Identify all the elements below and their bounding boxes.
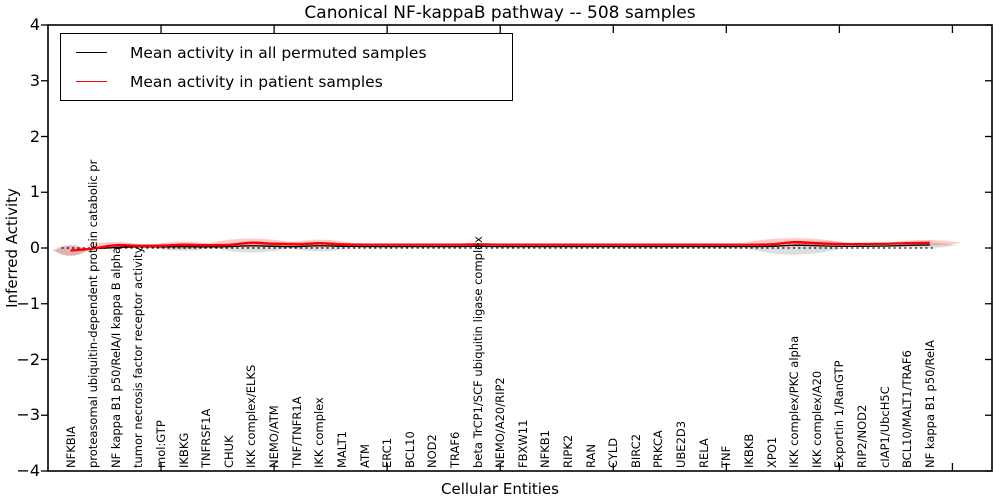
legend-item-patient: Mean activity in patient samples: [61, 67, 512, 96]
x-tick-label: TNF/TNFR1A: [289, 396, 304, 468]
legend-item-permuted: Mean activity in all permuted samples: [61, 38, 512, 67]
x-tick-label: NFKB1: [538, 430, 553, 468]
x-tick-label: CHUK: [221, 435, 236, 468]
patient-mean-line: [70, 240, 930, 252]
x-tick-label: MALT1: [334, 431, 349, 468]
y-tick-label: 0: [29, 238, 40, 257]
x-tick-label: NF kappa B1 p50/RelA/I kappa B alpha: [108, 246, 123, 468]
x-tick-label: BIRC2: [628, 433, 643, 468]
legend-label-patient: Mean activity in patient samples: [130, 72, 383, 91]
y-tick-label: 4: [29, 15, 40, 34]
x-tick-label: ATM: [357, 444, 372, 468]
x-tick-label: ERC1: [380, 437, 395, 468]
y-tick-label: −2: [16, 349, 40, 369]
x-tick-label: tumor necrosis factor receptor activity: [131, 246, 146, 468]
legend-label-permuted: Mean activity in all permuted samples: [130, 43, 427, 62]
x-tick-label: TNF: [719, 445, 734, 468]
x-tick-label: IKBKG: [176, 432, 191, 468]
x-tick-label: IKBKB: [741, 433, 756, 468]
x-tick-label: IKK complex/PKC alpha: [787, 335, 802, 468]
permuted-mean-line: [70, 244, 930, 251]
x-tick-label: NEMO/A20/RIP2: [493, 377, 508, 468]
x-axis-label: Cellular Entities: [441, 480, 559, 498]
legend: Mean activity in all permuted samples Me…: [60, 33, 513, 101]
y-tick-label: 2: [29, 126, 40, 146]
x-tick-label: PRKCA: [651, 430, 666, 468]
x-tick-label: IKK complex/ELKS: [244, 364, 259, 468]
x-tick-label: Exportin 1/RanGTP: [832, 360, 847, 468]
legend-swatch-permuted-line: [76, 52, 107, 53]
x-tick-label: BCL10: [402, 431, 417, 468]
x-tick-label: NFKBIA: [63, 426, 78, 468]
x-tick-label: beta TrCP1/SCF ubiquitin ligase complex: [470, 236, 485, 468]
x-tick-label: RELA: [696, 438, 711, 468]
x-tick-label: RIPK2: [561, 434, 576, 468]
x-tick-label: IKK complex: [312, 397, 327, 468]
y-tick-label: −1: [16, 293, 40, 313]
x-tick-label: NOD2: [425, 434, 440, 468]
x-tick-label: IKK complex/A20: [809, 370, 824, 468]
mean-lines-group: [70, 240, 930, 252]
legend-swatch-patient-line: [76, 81, 107, 82]
x-tick-label: XPO1: [764, 436, 779, 468]
y-tick-label: −4: [16, 461, 40, 480]
y-tick-label: 3: [29, 70, 40, 90]
x-tick-label: FBXW11: [515, 419, 530, 468]
y-tick-label: −3: [16, 405, 40, 425]
x-tick-label: UBE2D3: [674, 420, 689, 468]
x-tick-label: RAN: [583, 444, 598, 468]
x-tick-label: BCL10/MALT1/TRAF6: [900, 350, 915, 468]
y-tick-label: 1: [29, 182, 40, 202]
x-tick-label: TRAF6: [447, 431, 462, 468]
x-tick-label: proteasomal ubiquitin-dependent protein …: [86, 159, 101, 468]
chart-title: Canonical NF-kappaB pathway -- 508 sampl…: [304, 3, 696, 23]
x-tick-label: RIP2/NOD2: [854, 404, 869, 468]
x-tick-label: NF kappa B1 p50/RelA: [922, 340, 937, 468]
x-tick-label: NEMO/ATM: [267, 405, 282, 468]
x-tick-label: CYLD: [606, 437, 621, 468]
x-tick-label: mol:GTP: [154, 420, 169, 468]
x-tick-label: cIAP1/UbcH5C: [877, 386, 892, 468]
x-tick-label: TNFRSF1A: [199, 408, 214, 468]
